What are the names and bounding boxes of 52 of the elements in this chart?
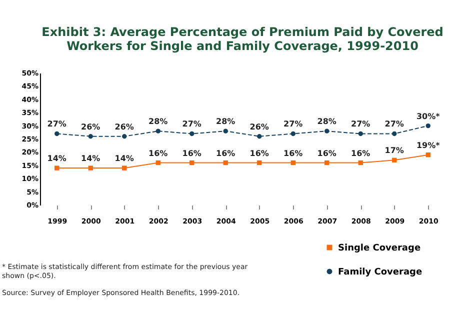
legend-label: Single Coverage [338, 244, 421, 254]
data-label: 28% [148, 117, 168, 126]
point [223, 128, 228, 134]
data-label: 16% [250, 148, 269, 158]
data-label: 16% [351, 148, 370, 158]
data-label: 27% [351, 120, 370, 129]
point [88, 166, 93, 170]
data-label: 16% [216, 148, 236, 158]
data-label: 26% [114, 122, 134, 132]
point [426, 123, 430, 128]
data-label: 16% [284, 148, 303, 158]
point [54, 166, 60, 170]
point [358, 160, 363, 166]
text: Workers for Single and Family Coverage, 1999-2010 [66, 39, 418, 53]
point [358, 131, 363, 136]
point [88, 134, 93, 139]
point [156, 128, 160, 134]
data-label: 30%* [416, 112, 441, 121]
text: Exhibit 3: Average Percentage of Premium Paid by Covered [42, 25, 444, 39]
data-label: 17% [384, 146, 404, 156]
point [122, 166, 127, 170]
data-label: 27% [182, 120, 202, 129]
point [257, 160, 262, 166]
data-label: 27% [384, 120, 404, 129]
data-label: 26% [81, 122, 100, 132]
point [190, 160, 194, 166]
data-label: 27% [284, 120, 303, 129]
legend-label: Family Coverage [338, 268, 422, 278]
point [392, 158, 397, 162]
point [190, 131, 194, 136]
data-label: 14% [114, 154, 134, 164]
data-label: 14% [81, 154, 100, 164]
data-label: 16% [148, 148, 168, 158]
point [257, 134, 262, 139]
point [426, 152, 430, 158]
data-label: 26% [250, 122, 269, 132]
data-label: 16% [317, 148, 336, 158]
point [290, 160, 296, 166]
point [54, 131, 60, 136]
point [392, 131, 397, 136]
point [122, 134, 127, 139]
data-label: 27% [47, 120, 66, 129]
point [324, 128, 330, 134]
data-label: 19%* [416, 140, 441, 150]
data-label: 28% [317, 117, 336, 126]
data-label: 14% [47, 154, 66, 164]
data-label: 28% [216, 117, 236, 126]
point [156, 160, 160, 166]
point [324, 160, 330, 166]
data-label: 16% [182, 148, 202, 158]
point [223, 160, 228, 166]
point [290, 131, 296, 136]
